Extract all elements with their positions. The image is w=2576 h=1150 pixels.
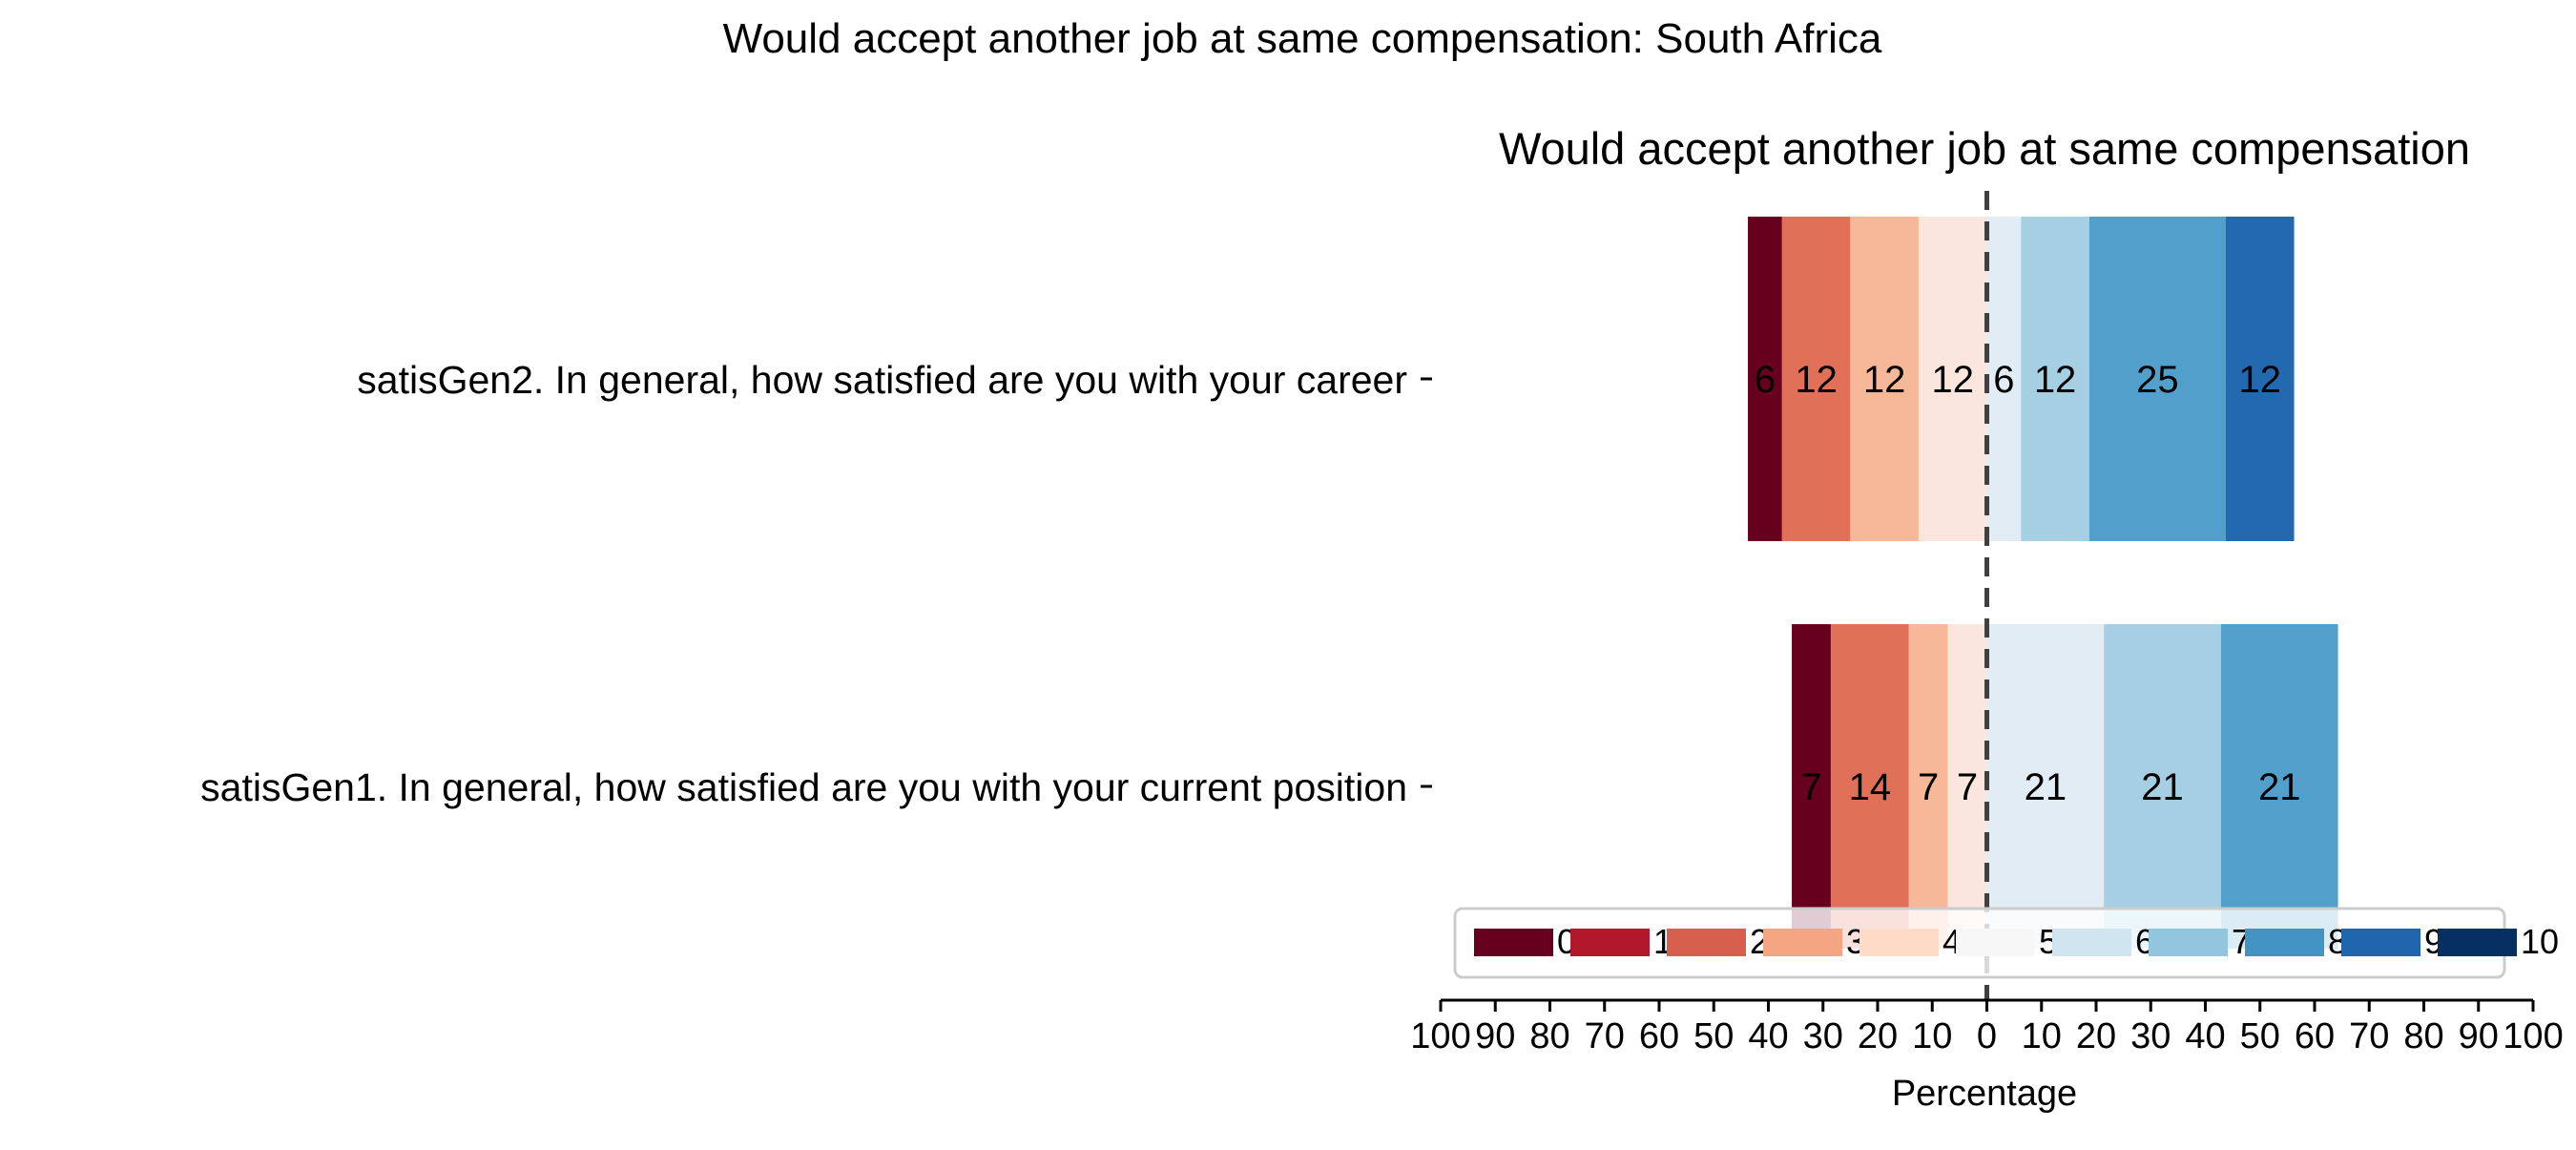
x-tick-label: 80 (2403, 1016, 2443, 1056)
x-tick-label: 60 (2295, 1016, 2335, 1056)
bar-segment (2225, 217, 2295, 541)
bar-segment (2104, 624, 2221, 949)
segment-value-label: 12 (1863, 359, 1906, 401)
segment-value-label: 7 (1918, 766, 1939, 808)
x-tick-label: 50 (1693, 1016, 1734, 1056)
x-tick-label: 0 (1977, 1016, 1997, 1056)
legend-swatch (2052, 929, 2131, 956)
chart-title: Would accept another job at same compens… (1499, 123, 2470, 174)
legend-label: 10 (2521, 922, 2559, 961)
x-tick-label: 80 (1529, 1016, 1569, 1056)
x-tick-label: 70 (1585, 1016, 1625, 1056)
legend-swatch (1474, 929, 1553, 956)
legend-swatch (1859, 929, 1939, 956)
chart-suptitle: Would accept another job at same compens… (723, 15, 1882, 62)
x-tick-label: 70 (2349, 1016, 2389, 1056)
bar-segment (1748, 217, 1782, 541)
x-tick-label: 10 (1912, 1016, 1952, 1056)
legend-swatch (1763, 929, 1842, 956)
bar-segment (1918, 217, 1987, 541)
legend: 0 1 2 3 4 5 6 7 8 9 10 (1453, 907, 2559, 979)
bar-segment (1792, 624, 1831, 949)
x-tick-label: 50 (2240, 1016, 2280, 1056)
segment-value-label: 12 (2239, 359, 2282, 401)
segment-value-label: 25 (2136, 359, 2179, 401)
category-labels: satisGen2. In general, how satisfied are… (200, 358, 1432, 809)
legend-swatch (2341, 929, 2420, 956)
segment-value-label: 12 (2034, 359, 2077, 401)
segment-value-label: 6 (1755, 359, 1776, 401)
bar-segment (1850, 217, 1919, 541)
segment-value-label: 12 (1931, 359, 1974, 401)
segment-value-label: 7 (1800, 766, 1821, 808)
x-tick-label: 60 (1639, 1016, 1679, 1056)
x-axis-label: Percentage (1892, 1074, 2077, 1114)
segment-value-label: 21 (2025, 766, 2067, 808)
segment-value-label: 12 (1795, 359, 1838, 401)
x-tick-label: 100 (1410, 1016, 1470, 1056)
segment-value-label: 21 (2258, 766, 2301, 808)
legend-swatch (2438, 929, 2517, 956)
bar-segment (1830, 624, 1909, 949)
legend-swatch (2149, 929, 2228, 956)
x-tick-label: 20 (1858, 1016, 1898, 1056)
legend-swatch (2245, 929, 2324, 956)
legend-swatch (1956, 929, 2035, 956)
x-tick-label: 40 (2185, 1016, 2225, 1056)
bar-segment (2088, 217, 2226, 541)
segment-value-label: 7 (1957, 766, 1978, 808)
x-axis: 100 90 80 70 60 50 40 30 20 10 0 10 20 30 40 50 60 70 80 90… (1410, 998, 2564, 1056)
legend-swatch (1570, 929, 1650, 956)
segment-value-label: 6 (1993, 359, 2014, 401)
x-tick-label: 40 (1748, 1016, 1788, 1056)
bar-segment (1908, 624, 1948, 949)
x-tick-label: 10 (2022, 1016, 2062, 1056)
segment-value-label: 14 (1849, 766, 1892, 808)
category-label: satisGen2. In general, how satisfied are… (357, 358, 1407, 402)
bar-segment (1947, 624, 1987, 949)
category-label: satisGen1. In general, how satisfied are… (200, 765, 1407, 809)
bar-segment (1986, 217, 2022, 541)
bars-layer: 6 12 12 12 6 12 25 127 14 7 7 21 21 21 (1748, 217, 2338, 949)
bar-segment (1781, 217, 1851, 541)
x-tick-label: 20 (2076, 1016, 2116, 1056)
segment-value-label: 21 (2141, 766, 2184, 808)
x-tick-label: 90 (1475, 1016, 1515, 1056)
bar-segment (1986, 624, 2105, 949)
x-tick-label: 90 (2459, 1016, 2499, 1056)
x-tick-label: 100 (2503, 1016, 2563, 1056)
bar-segment (2021, 217, 2089, 541)
legend-swatch (1667, 929, 1746, 956)
x-tick-label: 30 (1803, 1016, 1843, 1056)
x-tick-label: 30 (2130, 1016, 2171, 1056)
bar-segment (2220, 624, 2338, 949)
